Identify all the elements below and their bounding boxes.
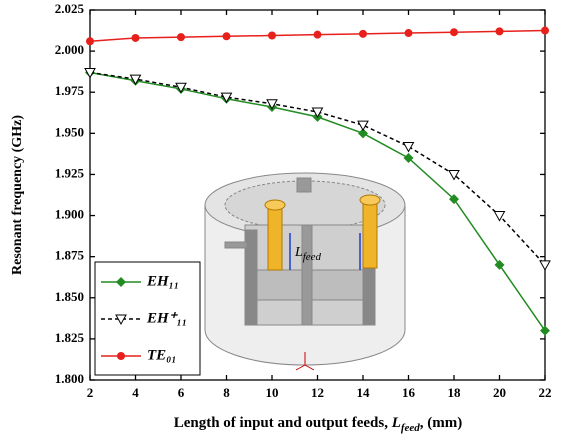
- chart: Lfeed Length of input and output feeds, …: [0, 0, 563, 443]
- marker: [314, 31, 322, 39]
- marker: [541, 27, 549, 35]
- x-axis-label: Length of input and output feeds, Lfeed,…: [174, 415, 463, 433]
- marker: [86, 37, 94, 45]
- x-tick-label: 12: [311, 385, 324, 400]
- y-tick-label: 1.800: [55, 371, 84, 386]
- marker: [268, 31, 276, 39]
- marker: [404, 142, 414, 151]
- marker: [405, 29, 413, 37]
- legend-label: EH⁺₁₁: [146, 310, 187, 326]
- marker: [358, 121, 368, 130]
- inset-diagram: [205, 173, 405, 370]
- marker: [495, 260, 505, 270]
- marker: [223, 32, 231, 40]
- y-tick-label: 1.875: [55, 248, 85, 263]
- x-tick-label: 4: [132, 385, 139, 400]
- y-tick-label: 1.950: [55, 124, 84, 139]
- x-tick-label: 8: [223, 385, 230, 400]
- x-label-part: , (mm): [420, 415, 462, 431]
- inset-label-main: L: [294, 245, 303, 260]
- x-tick-label: 6: [178, 385, 185, 400]
- legend-marker: [117, 352, 125, 360]
- x-label-part: Length of input and output feeds,: [174, 415, 392, 431]
- x-tick-label: 18: [448, 385, 462, 400]
- x-tick-label: 10: [266, 385, 279, 400]
- y-tick-label: 1.825: [55, 330, 85, 345]
- marker: [177, 33, 185, 41]
- y-tick-label: 1.925: [55, 165, 85, 180]
- y-tick-label: 1.975: [55, 83, 85, 98]
- y-tick-label: 1.850: [55, 289, 84, 304]
- x-tick-label: 22: [539, 385, 552, 400]
- marker: [450, 28, 458, 36]
- x-label-part: L: [391, 415, 401, 431]
- legend-label: TE₀₁: [147, 347, 177, 363]
- x-label-part: feed: [401, 422, 420, 434]
- marker: [132, 34, 140, 42]
- legend-label: EH₁₁: [146, 273, 179, 289]
- y-tick-label: 2.025: [55, 1, 85, 16]
- marker: [540, 261, 550, 270]
- x-tick-label: 14: [357, 385, 371, 400]
- marker: [496, 27, 504, 35]
- marker: [359, 30, 367, 38]
- marker: [540, 326, 550, 336]
- y-tick-label: 2.000: [55, 42, 84, 57]
- y-tick-label: 1.900: [55, 207, 84, 222]
- inset-label-sub: feed: [303, 251, 322, 263]
- x-tick-label: 16: [402, 385, 416, 400]
- x-tick-label: 2: [87, 385, 94, 400]
- x-tick-label: 20: [493, 385, 506, 400]
- y-axis-label: Resonant frequency (GHz): [10, 115, 25, 275]
